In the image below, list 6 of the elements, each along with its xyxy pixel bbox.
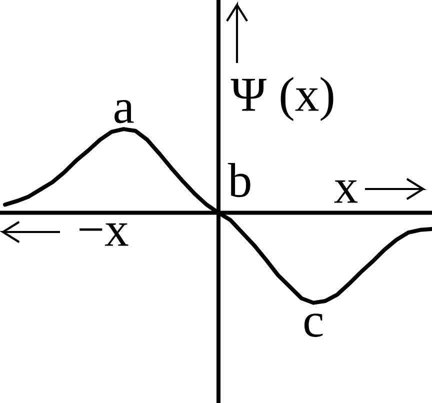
annotation: c <box>304 314 323 337</box>
x-axis-title: x <box>334 180 358 203</box>
annotation: a <box>114 100 134 124</box>
y-axis-title: Ψ (x) <box>230 76 334 122</box>
annotation: −x <box>80 223 128 246</box>
annotation: b <box>228 162 250 198</box>
